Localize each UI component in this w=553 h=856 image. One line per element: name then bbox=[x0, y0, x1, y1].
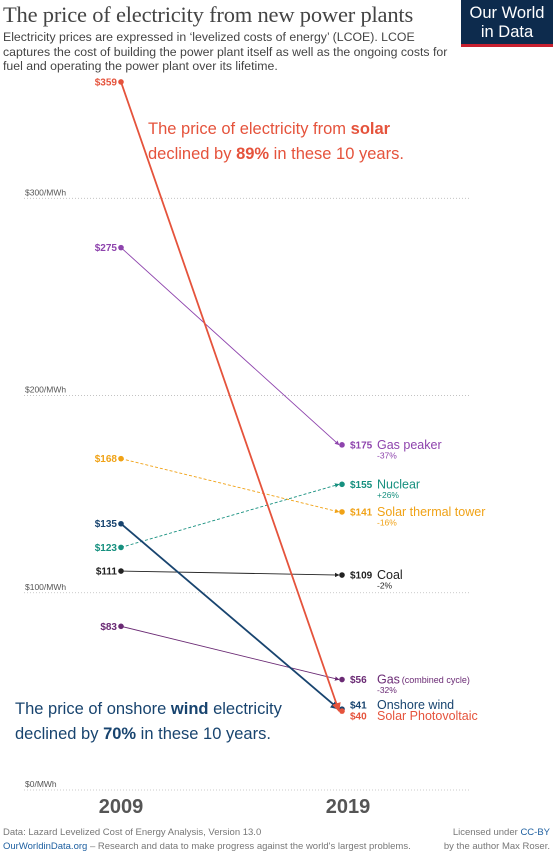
series-name-label: Gas bbox=[377, 673, 400, 687]
change-label: -32% bbox=[377, 685, 397, 695]
start-value-label: $135 bbox=[95, 519, 118, 530]
end-value-label: $40 bbox=[350, 712, 367, 723]
y-tick-label: $0/MWh bbox=[25, 779, 57, 789]
start-point-solar bbox=[118, 79, 124, 85]
annotation-text: declined by bbox=[148, 145, 236, 163]
series-name-label: Solar Photovoltaic bbox=[377, 709, 478, 723]
annotation-wind-line1: The price of onshore wind electricity bbox=[15, 700, 283, 718]
annotation-emph: 89% bbox=[236, 145, 269, 163]
end-value-label: $56 bbox=[350, 675, 367, 686]
start-value-label: $168 bbox=[95, 454, 118, 465]
series-line-solar bbox=[120, 81, 341, 712]
series-name-label: Nuclear bbox=[377, 477, 420, 491]
start-point-coal bbox=[118, 568, 124, 574]
end-point-gas_peaker bbox=[339, 442, 345, 448]
slope-chart: $0/MWh $100/MWh $200/MWh $300/MWh 2009 2019 $2… bbox=[15, 77, 485, 818]
license-prefix: Licensed under bbox=[452, 827, 521, 838]
y-tick-label: $300/MWh bbox=[25, 187, 66, 197]
end-value-label: $109 bbox=[350, 571, 373, 582]
series-line-solar_thermal bbox=[120, 458, 340, 514]
y-tick-label: $100/MWh bbox=[25, 582, 66, 592]
change-label: -37% bbox=[377, 450, 397, 460]
site-line: OurWorldinData.org – Research and data t… bbox=[3, 840, 411, 854]
annotation-text: in these 10 years. bbox=[269, 145, 404, 163]
footer-license: Licensed under CC-BY by the author Max R… bbox=[444, 826, 550, 854]
end-value-label: $155 bbox=[350, 480, 373, 491]
annotation-solar-line2: declined by 89% in these 10 years. bbox=[148, 145, 404, 163]
annotation-wind-line2: declined by 70% in these 10 years. bbox=[15, 725, 271, 743]
start-value-label: $111 bbox=[96, 567, 118, 578]
end-point-solar_thermal bbox=[339, 509, 345, 515]
annotation-emph: 70% bbox=[103, 725, 136, 743]
owid-logo[interactable]: Our World in Data bbox=[461, 0, 553, 47]
series-name-suffix: (combined cycle) bbox=[402, 675, 470, 685]
annotation-text: The price of onshore bbox=[15, 700, 171, 718]
change-label: -16% bbox=[377, 517, 397, 527]
annotation-solar-line1: The price of electricity from solar bbox=[148, 120, 391, 138]
end-value-label: $41 bbox=[350, 701, 367, 712]
end-point-solar bbox=[339, 708, 345, 714]
start-value-label: $83 bbox=[100, 622, 117, 633]
series-name-label: Gas peaker bbox=[377, 438, 442, 452]
start-value-label: $275 bbox=[95, 243, 118, 254]
end-point-coal bbox=[339, 572, 345, 578]
annotation-text: in these 10 years. bbox=[136, 725, 271, 743]
footer-source: Data: Lazard Levelized Cost of Energy An… bbox=[3, 826, 411, 854]
change-label: +26% bbox=[377, 490, 399, 500]
license-line: Licensed under CC-BY bbox=[444, 826, 550, 840]
start-point-gas_cc bbox=[118, 623, 124, 630]
series-line-coal bbox=[120, 570, 340, 578]
start-point-gas_peaker bbox=[118, 244, 124, 251]
logo-line-1: Our World bbox=[469, 4, 545, 22]
chart-subtitle: Electricity prices are expressed in ‘lev… bbox=[3, 30, 448, 73]
annotation-text: The price of electricity from bbox=[148, 120, 351, 138]
series-line-wind bbox=[120, 523, 340, 710]
end-value-label: $141 bbox=[350, 507, 373, 518]
chart-title: The price of electricity from new power … bbox=[3, 2, 414, 27]
start-value-label: $123 bbox=[95, 543, 118, 554]
annotation-text: electricity bbox=[209, 700, 283, 718]
y-tick-label: $200/MWh bbox=[25, 385, 66, 395]
logo-line-2: in Data bbox=[480, 23, 534, 41]
author-line: by the author Max Roser. bbox=[443, 841, 550, 852]
end-value-label: $175 bbox=[350, 440, 373, 451]
start-value-label: $359 bbox=[95, 77, 118, 88]
x-tick-label: 2009 bbox=[99, 796, 144, 818]
series-name-label: Solar thermal tower bbox=[377, 505, 485, 519]
series-line-gas_peaker bbox=[120, 247, 340, 446]
site-tagline: – Research and data to make progress aga… bbox=[87, 841, 411, 852]
annotation-text: declined by bbox=[15, 725, 103, 743]
source-note: Data: Lazard Levelized Cost of Energy An… bbox=[3, 827, 262, 838]
annotation-emph: solar bbox=[351, 120, 391, 138]
site-link[interactable]: OurWorldinData.org bbox=[3, 841, 88, 852]
annotation-emph: wind bbox=[170, 700, 209, 718]
end-point-nuclear bbox=[339, 481, 345, 488]
series-name-label: Onshore wind bbox=[377, 698, 454, 712]
start-point-solar_thermal bbox=[118, 455, 124, 462]
change-label: -2% bbox=[377, 581, 393, 591]
series-line-nuclear bbox=[120, 483, 340, 548]
x-tick-label: 2019 bbox=[326, 796, 371, 818]
series-name-label: Coal bbox=[377, 568, 403, 582]
license-link[interactable]: CC-BY bbox=[520, 827, 550, 838]
end-point-gas_cc bbox=[339, 676, 345, 683]
start-point-nuclear bbox=[118, 544, 124, 551]
series-line-gas_cc bbox=[120, 625, 340, 681]
start-point-wind bbox=[118, 520, 124, 527]
